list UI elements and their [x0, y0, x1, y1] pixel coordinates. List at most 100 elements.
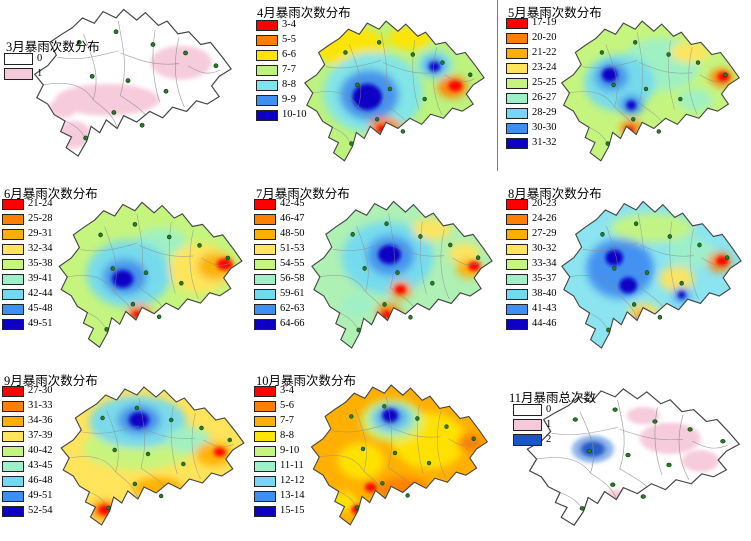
- legend: 20-23 24-26 27-29 30-32 33-34 35-37 38-4…: [506, 198, 557, 330]
- legend-label: 17-19: [532, 16, 557, 28]
- legend-swatch: [2, 303, 24, 315]
- legend-label: 37-39: [28, 429, 53, 441]
- legend-item: 24-26: [506, 213, 557, 225]
- legend-item: 35-38: [2, 258, 53, 270]
- panel-october: 10月暴雨次数分布 3-4 5-6 7-7 8-8 9-10 11-11 12-…: [252, 365, 503, 541]
- panel-june: 6月暴雨次数分布 21-24 25-28 29-31 32-34 35-38 3…: [0, 178, 252, 365]
- legend-swatch: [2, 490, 24, 502]
- legend-item: 29-31: [2, 228, 53, 240]
- panel-july: 7月暴雨次数分布 42-45 46-47 48-50 51-53 54-55 5…: [252, 178, 503, 365]
- map-april: [304, 20, 485, 162]
- legend-label: 11-11: [280, 459, 304, 471]
- legend-label: 48-50: [280, 227, 305, 239]
- legend-label: 49-51: [28, 489, 53, 501]
- legend-item: 49-51: [2, 490, 53, 502]
- legend-swatch: [506, 303, 528, 315]
- panel-title: 4月暴雨次数分布: [257, 6, 351, 20]
- legend-label: 51-53: [280, 242, 305, 254]
- legend-swatch: [254, 400, 276, 412]
- map-may: [561, 20, 740, 162]
- legend-item: 46-47: [254, 213, 305, 225]
- map-october: [310, 384, 488, 526]
- legend-swatch: [2, 460, 24, 472]
- legend-label: 33-34: [532, 257, 557, 269]
- legend-swatch: [2, 273, 24, 285]
- legend-label: 42-44: [28, 287, 53, 299]
- legend-swatch: [4, 53, 33, 65]
- legend-item: 5-6: [254, 400, 305, 412]
- legend-item: 31-33: [2, 400, 53, 412]
- legend-swatch: [506, 288, 528, 300]
- legend-swatch: [256, 79, 278, 91]
- panel-august: 8月暴雨次数分布 20-23 24-26 27-29 30-32 33-34 3…: [503, 178, 751, 365]
- legend-item: 62-63: [254, 303, 305, 315]
- legend-swatch: [256, 64, 278, 76]
- map-august: [561, 200, 742, 349]
- legend-label: 0: [37, 52, 43, 64]
- panel-title: 10月暴雨次数分布: [256, 374, 357, 388]
- legend-item: 26-27: [506, 92, 557, 104]
- legend-label: 30-30: [532, 121, 557, 133]
- panel-march: 3月暴雨次数分布 0 1: [0, 0, 250, 178]
- legend-label: 7-7: [282, 63, 296, 75]
- legend-label: 24-26: [532, 212, 557, 224]
- legend-swatch: [254, 505, 276, 517]
- legend-item: 39-41: [2, 273, 53, 285]
- legend-item: 8-8: [254, 430, 305, 442]
- legend-item: 32-34: [2, 243, 53, 255]
- legend-label: 3-4: [282, 18, 296, 30]
- legend-label: 5-6: [280, 399, 294, 411]
- legend-swatch: [254, 213, 276, 225]
- panel-may: 5月暴雨次数分布 17-19 20-20 21-22 23-24 25-25 2…: [497, 0, 751, 178]
- legend-swatch: [506, 107, 528, 119]
- legend-item: 23-24: [506, 62, 557, 74]
- legend-label: 0: [546, 403, 552, 415]
- legend-item: 1: [4, 68, 42, 80]
- legend-label: 13-14: [280, 489, 305, 501]
- legend-swatch: [254, 445, 276, 457]
- legend-label: 23-24: [532, 61, 557, 73]
- legend-label: 56-58: [280, 272, 305, 284]
- legend: 3-4 5-5 6-6 7-7 8-8 9-9 10-10: [256, 19, 307, 121]
- legend: 42-45 46-47 48-50 51-53 54-55 56-58 59-6…: [254, 198, 305, 330]
- legend-label: 27-29: [532, 227, 557, 239]
- legend-swatch: [506, 258, 528, 270]
- legend-label: 21-22: [532, 46, 557, 58]
- legend-item: 41-43: [506, 303, 557, 315]
- legend: 0 1: [4, 53, 42, 80]
- legend-swatch: [254, 460, 276, 472]
- legend: 0 1 2: [513, 404, 551, 446]
- legend-swatch: [2, 505, 24, 517]
- legend-label: 20-20: [532, 31, 557, 43]
- legend-swatch: [254, 258, 276, 270]
- panel-title: 9月暴雨次数分布: [4, 374, 98, 388]
- legend-label: 41-43: [532, 302, 557, 314]
- legend-swatch: [254, 228, 276, 240]
- legend-swatch: [2, 228, 24, 240]
- legend-label: 15-15: [280, 504, 305, 516]
- legend-item: 46-48: [2, 475, 53, 487]
- legend-label: 5-5: [282, 33, 296, 45]
- legend-swatch: [4, 68, 33, 80]
- legend-swatch: [256, 94, 278, 106]
- legend-item: 0: [4, 53, 42, 65]
- map-november: [526, 388, 740, 526]
- legend-item: 12-12: [254, 475, 305, 487]
- legend-swatch: [2, 475, 24, 487]
- legend-item: 56-58: [254, 273, 305, 285]
- legend-label: 26-27: [532, 91, 557, 103]
- legend-swatch: [513, 434, 542, 446]
- legend-label: 25-25: [532, 76, 557, 88]
- legend-item: 21-24: [2, 198, 53, 210]
- legend-label: 62-63: [280, 302, 305, 314]
- legend-label: 31-32: [532, 136, 557, 148]
- panel-april: 4月暴雨次数分布 3-4 5-5 6-6 7-7 8-8 9-9 10-10: [250, 0, 497, 178]
- panel-title: 6月暴雨次数分布: [4, 187, 98, 201]
- legend-label: 35-38: [28, 257, 53, 269]
- legend-swatch: [256, 19, 278, 31]
- legend-swatch: [506, 17, 528, 29]
- legend-label: 52-54: [28, 504, 53, 516]
- legend-label: 9-9: [282, 93, 296, 105]
- panel-title: 3月暴雨次数分布: [6, 40, 100, 54]
